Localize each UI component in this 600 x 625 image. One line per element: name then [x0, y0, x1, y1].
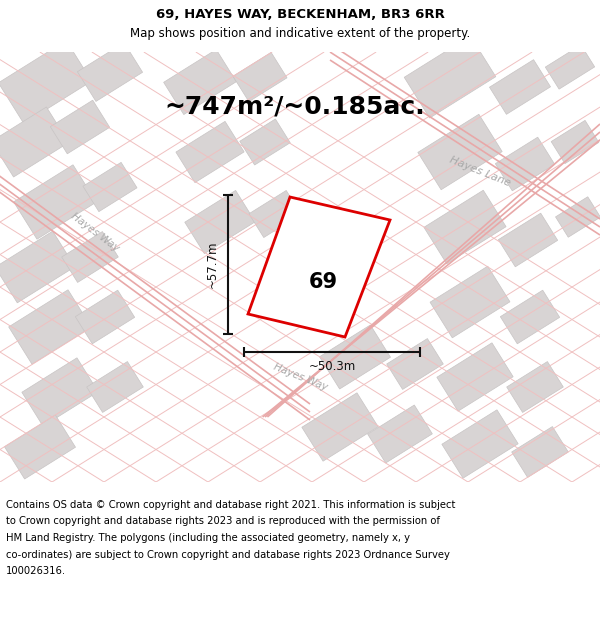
Polygon shape [86, 361, 143, 413]
Polygon shape [302, 393, 378, 461]
Polygon shape [404, 36, 496, 118]
Polygon shape [556, 197, 600, 238]
Polygon shape [50, 100, 110, 154]
Polygon shape [368, 405, 433, 463]
Polygon shape [512, 426, 568, 478]
Polygon shape [176, 121, 244, 182]
Polygon shape [4, 415, 76, 479]
Polygon shape [83, 162, 137, 212]
Polygon shape [248, 197, 390, 337]
Polygon shape [22, 358, 98, 426]
Polygon shape [77, 42, 143, 101]
Polygon shape [240, 119, 290, 165]
Polygon shape [62, 231, 118, 282]
Text: co-ordinates) are subject to Crown copyright and database rights 2023 Ordnance S: co-ordinates) are subject to Crown copyr… [6, 549, 450, 559]
Text: 69, HAYES WAY, BECKENHAM, BR3 6RR: 69, HAYES WAY, BECKENHAM, BR3 6RR [155, 8, 445, 21]
Polygon shape [430, 266, 510, 338]
Text: ~57.7m: ~57.7m [205, 241, 218, 288]
Text: Map shows position and indicative extent of the property.: Map shows position and indicative extent… [130, 28, 470, 41]
Polygon shape [8, 290, 91, 364]
Polygon shape [14, 165, 97, 239]
Polygon shape [164, 49, 236, 114]
Text: Contains OS data © Crown copyright and database right 2021. This information is : Contains OS data © Crown copyright and d… [6, 500, 455, 510]
Polygon shape [437, 343, 513, 411]
Text: 69: 69 [308, 272, 338, 292]
Text: ~50.3m: ~50.3m [308, 359, 356, 372]
Polygon shape [424, 190, 506, 264]
Text: 100026316.: 100026316. [6, 566, 66, 576]
Polygon shape [76, 290, 134, 344]
Polygon shape [490, 59, 551, 114]
Polygon shape [496, 137, 554, 191]
Polygon shape [0, 231, 75, 303]
Polygon shape [319, 325, 391, 389]
Polygon shape [233, 52, 287, 102]
Polygon shape [185, 191, 255, 254]
Polygon shape [551, 121, 599, 164]
Text: ~747m²/~0.185ac.: ~747m²/~0.185ac. [164, 95, 425, 119]
Polygon shape [0, 41, 92, 124]
Polygon shape [386, 339, 443, 389]
Polygon shape [500, 290, 560, 344]
Polygon shape [506, 361, 563, 413]
Polygon shape [418, 114, 502, 190]
Polygon shape [499, 213, 557, 267]
Polygon shape [442, 410, 518, 478]
Polygon shape [0, 107, 68, 177]
Text: Hayes Way: Hayes Way [272, 362, 328, 392]
Polygon shape [249, 191, 301, 238]
Polygon shape [545, 45, 595, 89]
Text: HM Land Registry. The polygons (including the associated geometry, namely x, y: HM Land Registry. The polygons (includin… [6, 533, 410, 543]
Text: Hayes Lane: Hayes Lane [448, 155, 512, 189]
Text: to Crown copyright and database rights 2023 and is reproduced with the permissio: to Crown copyright and database rights 2… [6, 516, 440, 526]
Text: Hayes Way: Hayes Way [69, 211, 121, 253]
